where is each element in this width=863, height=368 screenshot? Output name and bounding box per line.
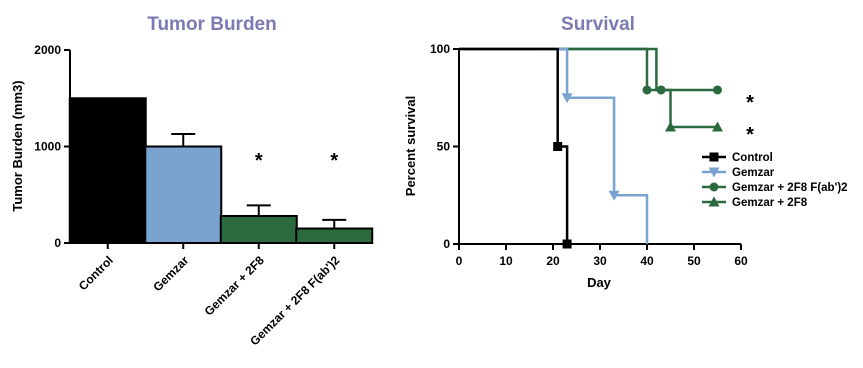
bar-gemzar — [144, 145, 223, 244]
survival-chart-title: Survival — [561, 14, 635, 35]
survival-chart: Survival Percent survival Day 0 50 100 0 10 2… — [403, 14, 848, 290]
survival-x-tick-label: 60 — [734, 254, 748, 268]
bar-x-tick-label: Gemzar + 2F8 — [202, 253, 268, 319]
bar-y-tick-label: 0 — [54, 236, 61, 250]
survival-point-gemzar-2f8-f-ab-2 — [656, 85, 666, 95]
survival-x-tick-label: 20 — [546, 254, 560, 268]
bar-y-tick-label: 1000 — [34, 140, 61, 154]
significance-star: * — [330, 150, 338, 172]
bar-x-tick-label: Control — [76, 253, 116, 293]
survival-x-tick-label: 40 — [640, 254, 654, 268]
bar-chart-bars: * * — [68, 97, 374, 244]
legend-label-gemzar-2f8: Gemzar + 2F8 — [732, 197, 808, 209]
survival-line-control — [459, 47, 569, 244]
survival-chart-y-axis-label: Percent survival — [403, 96, 418, 196]
survival-x-tick-label: 10 — [499, 254, 513, 268]
significance-star: * — [255, 150, 263, 172]
significance-star: * — [746, 124, 754, 146]
survival-line-gemzar-2f8-f-ab-2 — [459, 47, 718, 92]
survival-point-control — [562, 239, 572, 249]
bar-gemzar-2f8 — [219, 214, 298, 244]
bar-y-tick-label: 2000 — [34, 43, 61, 57]
bar-chart-title: Tumor Burden — [147, 14, 276, 35]
legend-label-gemzar-2f8-f-ab-2: Gemzar + 2F8 F(ab')2 — [732, 182, 848, 194]
survival-point-gemzar-2f8 — [665, 121, 676, 132]
survival-point-gemzar — [561, 93, 573, 104]
bar-chart-y-axis-label: Tumor Burden (mm3) — [10, 80, 25, 211]
survival-chart-legend: Control Gemzar Gemzar + 2F8 F(ab')2 Gemzar … — [702, 152, 848, 209]
survival-x-tick-label: 0 — [456, 254, 463, 268]
legend-marker-gemzar — [708, 167, 720, 178]
survival-point-gemzar-2f8 — [712, 121, 723, 132]
survival-chart-x-axis-label: Day — [587, 275, 612, 290]
survival-line-gemzar-2f8 — [459, 47, 718, 129]
bar-gemzar-2f8-f-ab-2 — [295, 227, 374, 244]
legend-marker-gemzar-2f8-f-ab-2 — [709, 182, 719, 192]
significance-star: * — [746, 92, 754, 114]
survival-chart-lines: ** — [459, 47, 754, 249]
legend-label-control: Control — [732, 152, 773, 164]
survival-point-control — [553, 142, 563, 151]
survival-y-tick-label: 50 — [437, 140, 451, 154]
legend-marker-control — [709, 152, 719, 162]
survival-point-gemzar-2f8-f-ab-2 — [713, 85, 722, 95]
survival-y-tick-label: 100 — [430, 42, 450, 56]
bar-control — [68, 97, 147, 244]
tumor-burden-chart: Tumor Burden Tumor Burden (mm3) 0 1000 200… — [10, 14, 374, 348]
legend-marker-gemzar-2f8 — [708, 196, 720, 207]
legend-label-gemzar: Gemzar — [732, 167, 775, 179]
bar-x-tick-label: Gemzar — [150, 253, 191, 294]
survival-x-tick-label: 50 — [687, 254, 701, 268]
survival-point-gemzar-2f8-f-ab-2 — [642, 85, 652, 95]
survival-x-tick-label: 30 — [593, 254, 607, 268]
survival-chart-axes: 0 50 100 0 10 20 30 40 50 60 — [430, 42, 748, 268]
survival-line-gemzar — [459, 47, 649, 244]
survival-y-tick-label: 0 — [443, 237, 450, 251]
survival-point-gemzar — [608, 190, 620, 201]
